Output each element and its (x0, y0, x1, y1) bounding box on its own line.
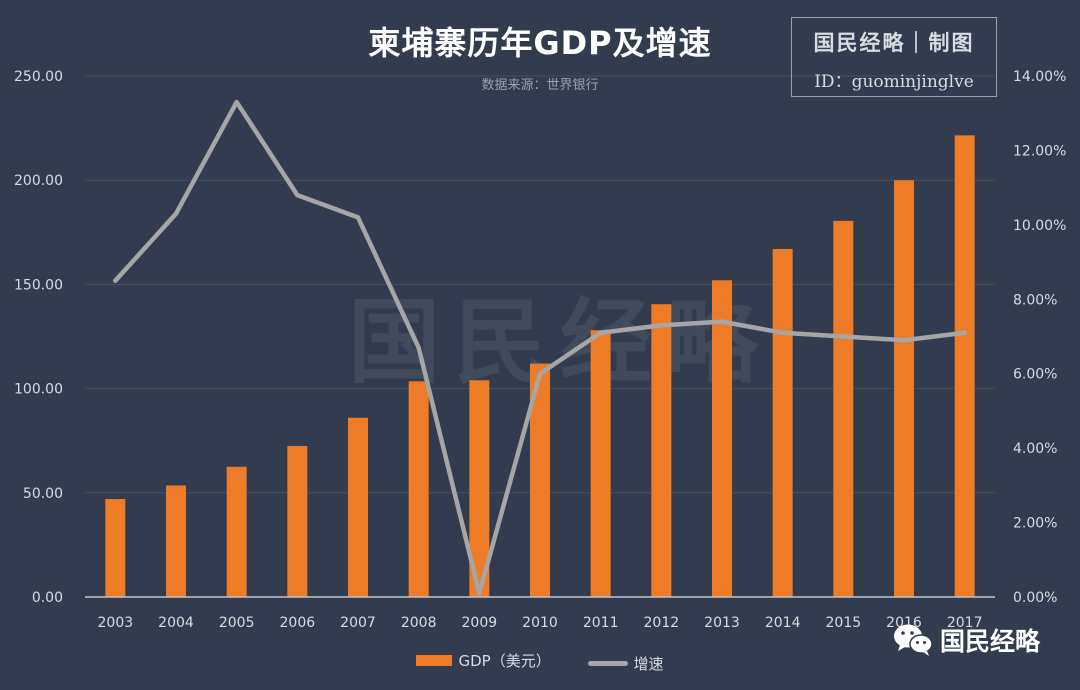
growth-point (234, 99, 239, 105)
x-tick-label: 2013 (704, 615, 740, 631)
y-left-tick-label: 50.00 (23, 486, 63, 502)
legend-label-growth: 增速 (633, 655, 664, 673)
x-tick-label: 2011 (583, 615, 619, 631)
x-tick-label: 2014 (765, 615, 801, 631)
growth-point (295, 192, 300, 198)
y-right-tick-label: 4.00% (1013, 441, 1057, 457)
growth-point (355, 215, 361, 220)
y-left-tick-label: 100.00 (14, 382, 63, 398)
bar (287, 445, 308, 597)
wechat-badge: 国民经略 (892, 622, 1040, 658)
wechat-icon (894, 624, 933, 656)
growth-point (780, 330, 785, 335)
chart-source: 数据来源：世界银行 (481, 78, 599, 93)
x-tick-label: 2003 (98, 615, 134, 631)
bar (712, 280, 732, 597)
growth-point (962, 330, 967, 335)
x-tick-label: 2015 (826, 615, 862, 631)
growth-point (719, 319, 725, 324)
bar (894, 180, 914, 597)
bar (530, 363, 550, 597)
growth-point (173, 211, 179, 216)
bar (651, 304, 672, 597)
y-left-tick-label: 150.00 (14, 277, 63, 293)
wechat-label: 国民经略 (940, 627, 1041, 656)
bar (954, 135, 975, 598)
growth-point (416, 345, 421, 350)
bar (348, 417, 368, 597)
growth-point (841, 334, 846, 339)
chart-title: 柬埔寨历年GDP及增速 (368, 24, 712, 62)
legend-swatch-line (587, 661, 628, 666)
bar (408, 381, 429, 597)
legend-item-gdp: GDP（美元） (416, 650, 551, 671)
legend-swatch-bar (416, 655, 453, 666)
growth-point (477, 591, 482, 596)
growth-point (659, 323, 664, 328)
legend-label-gdp: GDP（美元） (458, 652, 551, 670)
y-right-tick-label: 0.00% (1013, 590, 1057, 606)
brand-box: 国民经略｜制图 ID：guominjinglve (791, 17, 997, 97)
x-tick-label: 2005 (219, 615, 255, 631)
bar (590, 330, 611, 597)
x-tick-label: 2012 (644, 615, 680, 631)
y-right-tick-label: 8.00% (1013, 292, 1057, 308)
bar (469, 380, 490, 597)
y-left-tick-label: 0.00 (32, 590, 63, 606)
y-right-tick-label: 10.00% (1013, 218, 1066, 234)
growth-point (598, 330, 603, 335)
x-tick-label: 2007 (340, 615, 376, 631)
legend: GDP（美元） 增速 (0, 650, 1080, 674)
brand-id: ID：guominjinglve (814, 72, 974, 92)
x-tick-label: 2009 (462, 615, 498, 631)
x-tick-label: 2006 (280, 615, 316, 631)
bar (105, 499, 126, 597)
y-left-tick-label: 200.00 (14, 173, 63, 189)
bar (166, 485, 186, 597)
bar (226, 466, 247, 597)
growth-point (537, 371, 543, 376)
brand-name: 国民经略｜制图 (813, 30, 975, 55)
x-tick-label: 2017 (947, 615, 983, 631)
y-right-tick-label: 14.00% (1013, 69, 1066, 85)
growth-point (901, 338, 907, 343)
y-right-tick-label: 2.00% (1013, 516, 1057, 532)
y-right-tick-label: 6.00% (1013, 367, 1057, 383)
x-tick-label: 2004 (158, 615, 194, 631)
x-tick-label: 2010 (522, 615, 558, 631)
legend-item-growth: 增速 (587, 653, 664, 674)
bar (772, 248, 793, 598)
x-tick-label: 2008 (401, 615, 437, 631)
growth-point (113, 278, 118, 283)
y-right-tick-label: 12.00% (1013, 143, 1066, 159)
bar (833, 220, 854, 597)
y-left-tick-label: 250.00 (14, 69, 63, 85)
